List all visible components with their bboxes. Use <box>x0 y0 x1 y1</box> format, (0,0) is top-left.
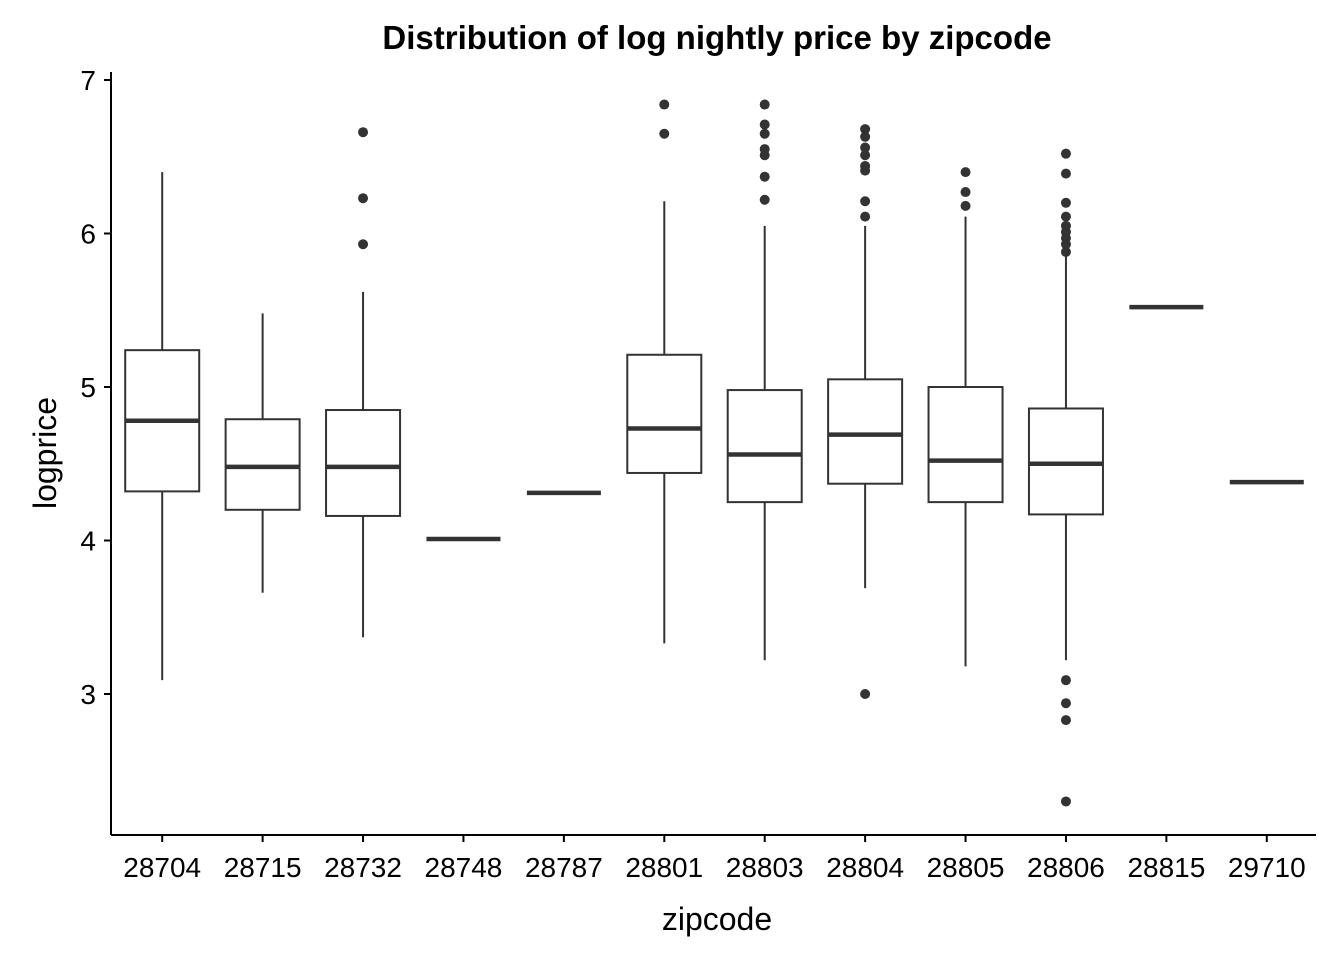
outlier-point <box>860 211 871 222</box>
outlier-point <box>860 689 871 699</box>
x-tick-label: 28704 <box>123 852 201 883</box>
x-tick-label: 28801 <box>625 852 703 883</box>
x-tick-label: 28787 <box>525 852 603 883</box>
outlier-point <box>759 194 770 205</box>
outlier-point <box>1060 168 1071 179</box>
outlier-point <box>759 128 770 139</box>
outlier-point <box>1060 675 1071 686</box>
box-28704 <box>124 172 201 681</box>
outlier-point <box>1060 698 1071 709</box>
outlier-point <box>1060 220 1071 231</box>
chart-title: Distribution of log nightly price by zip… <box>382 19 1051 56</box>
outlier-point <box>1060 211 1071 222</box>
outlier-point <box>960 200 971 211</box>
box-28801 <box>626 99 703 644</box>
outlier-point <box>358 127 369 138</box>
x-tick-label: 28815 <box>1127 852 1205 883</box>
outlier-point <box>1060 796 1071 807</box>
y-tick-label: 6 <box>80 219 96 250</box>
outlier-point <box>860 160 871 171</box>
outlier-point <box>860 150 871 161</box>
iqr-box <box>927 386 1004 504</box>
y-tick-label: 3 <box>80 679 96 710</box>
x-tick-label: 28803 <box>726 852 804 883</box>
outlier-point <box>860 142 871 153</box>
box-28805 <box>927 167 1004 667</box>
outlier-point <box>659 99 670 110</box>
outlier-point <box>1060 148 1071 159</box>
outlier-point <box>358 193 369 204</box>
x-tick-label: 28748 <box>425 852 503 883</box>
x-tick-label: 28805 <box>927 852 1005 883</box>
outlier-point <box>1060 197 1071 208</box>
outlier-point <box>759 171 770 182</box>
box-28732 <box>325 127 402 638</box>
plot-area <box>124 99 1304 807</box>
x-axis-ticks: 28704 28715 28732 28748 28787 28801 28803 28804… <box>123 835 1306 883</box>
x-tick-label: 28732 <box>324 852 402 883</box>
x-tick-label: 28715 <box>224 852 302 883</box>
x-tick-label: 28804 <box>826 852 904 883</box>
iqr-box <box>626 353 703 474</box>
outlier-point <box>1060 715 1071 726</box>
outlier-point <box>860 124 871 135</box>
x-tick-label: 28806 <box>1027 852 1105 883</box>
outlier-point <box>759 119 770 130</box>
iqr-box <box>325 409 402 517</box>
outlier-point <box>860 131 871 142</box>
outlier-point <box>1060 246 1071 257</box>
outlier-point <box>759 144 770 155</box>
y-axis-title: logprice <box>27 397 63 509</box>
iqr-box <box>1027 407 1104 516</box>
x-tick-label: 29710 <box>1228 852 1306 883</box>
y-tick-label: 7 <box>80 65 96 96</box>
outlier-point <box>960 187 971 198</box>
box-28806 <box>1027 148 1104 807</box>
x-axis-title: zipcode <box>662 901 772 937</box>
box-28715 <box>224 313 301 593</box>
iqr-box <box>224 418 301 511</box>
iqr-box <box>827 378 904 485</box>
box-28804 <box>827 124 904 699</box>
outlier-point <box>659 128 670 139</box>
y-axis-ticks: 3 4 5 6 7 <box>80 65 111 710</box>
box-28803 <box>726 99 803 661</box>
outlier-point <box>960 167 971 178</box>
outlier-point <box>358 239 369 250</box>
outlier-point <box>860 196 871 207</box>
outlier-point <box>759 99 770 110</box>
y-tick-label: 5 <box>80 372 96 403</box>
y-tick-label: 4 <box>80 526 96 557</box>
iqr-box <box>726 389 803 504</box>
